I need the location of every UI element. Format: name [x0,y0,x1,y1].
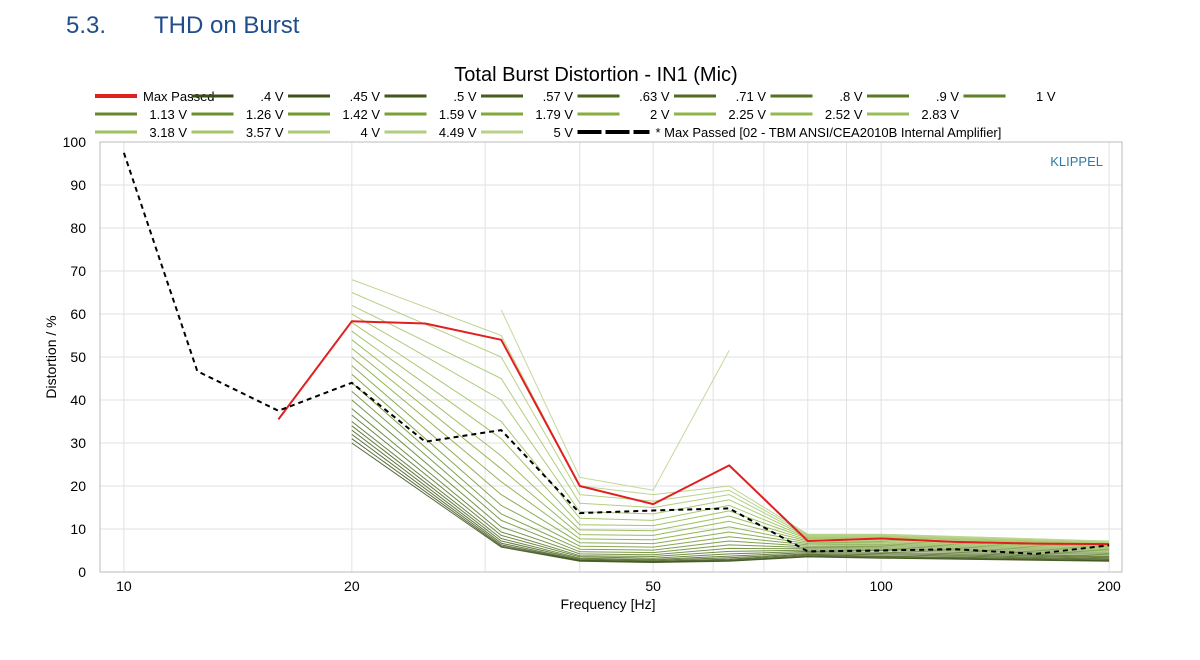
series-line [351,382,1110,553]
y-tick-label: 100 [63,134,87,150]
legend-label: Max Passed [143,89,215,104]
series-line [351,421,1110,560]
legend-label: 1 V [1036,89,1056,104]
legend-label: .63 V [639,89,670,104]
legend-label: .9 V [936,89,959,104]
series-layer [122,152,1110,563]
series-line [351,414,1110,559]
series-line [351,313,1110,545]
series-line [351,438,1110,563]
grid [100,141,1122,573]
legend-label: 4.49 V [439,125,477,140]
legend-label: 1.26 V [246,107,284,122]
x-axis-label: Frequency [Hz] [561,596,656,612]
legend-label: * Max Passed [02 - TBM ANSI/CEA2010B Int… [656,125,1002,140]
axes-labels: 0 10 20 30 40 50 60 70 80 90 100 10 20 50 100 200 [63,134,1121,594]
y-tick-label: 30 [70,435,86,451]
series-line [500,309,730,491]
legend-label: 2 V [650,107,670,122]
x-tick-label: 20 [344,578,360,594]
watermark: KLIPPEL [1050,154,1103,169]
y-tick-label: 70 [70,263,86,279]
legend: Max Passed .4 V .45 V .5 V .57 V .63 V .71 V .8… [95,89,1056,140]
series-line [351,279,1110,542]
legend-label: 1.42 V [342,107,380,122]
legend-label: 4 V [360,125,380,140]
series-line [351,356,1110,549]
legend-label: 3.18 V [149,125,187,140]
legend-label: .5 V [453,89,476,104]
series-line [351,304,1110,544]
series-line [351,292,1110,543]
y-tick-label: 40 [70,392,86,408]
distortion-chart: Total Burst Distortion - IN1 (Mic) Max P… [43,64,1123,612]
legend-label: 1.79 V [535,107,573,122]
section-title: THD on Burst [154,12,300,39]
legend-label: .4 V [260,89,283,104]
legend-label: 1.13 V [149,107,187,122]
legend-label: .57 V [543,89,574,104]
x-tick-label: 100 [869,578,893,594]
series-line [351,429,1110,562]
x-tick-label: 10 [116,578,132,594]
legend-label: 2.25 V [728,107,766,122]
x-tick-label: 50 [645,578,661,594]
series-line [122,152,1110,555]
legend-label: 3.57 V [246,125,284,140]
series-line [277,320,1110,546]
series-line [351,348,1110,548]
series-line [351,391,1110,554]
y-tick-label: 20 [70,478,86,494]
series-line [351,433,1110,563]
legend-label: .8 V [839,89,862,104]
section-number: 5.3. [66,12,107,39]
y-tick-label: 10 [70,521,86,537]
y-tick-label: 90 [70,177,86,193]
y-axis-label: Distortion / % [43,315,59,398]
plot-frame [99,141,1123,573]
series-line [351,322,1110,545]
legend-label: 2.52 V [825,107,863,122]
legend-label: 1.59 V [439,107,477,122]
series-line [351,365,1110,551]
y-tick-label: 80 [70,220,86,236]
legend-label: .71 V [736,89,767,104]
legend-label: 5 V [553,125,573,140]
y-tick-label: 50 [70,349,86,365]
legend-label: .45 V [350,89,381,104]
series-line [351,373,1110,552]
series-line [351,399,1110,556]
series-line [351,425,1110,561]
series-line [351,339,1110,547]
y-tick-label: 60 [70,306,86,322]
chart-title: Total Burst Distortion - IN1 (Mic) [454,64,737,86]
legend-label: 2.83 V [921,107,959,122]
x-tick-label: 200 [1097,578,1121,594]
y-tick-label: 0 [78,564,86,580]
